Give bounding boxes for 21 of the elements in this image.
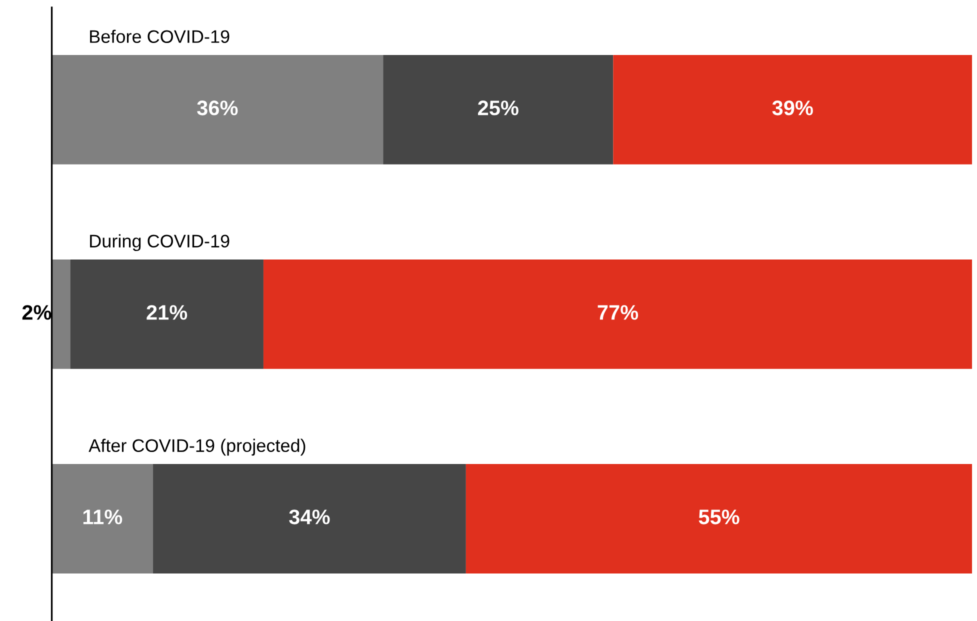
data-label: 11% (83, 510, 122, 524)
bar (52, 55, 384, 164)
y-tick-label: Before COVID-19 (90, 30, 230, 43)
bar (70, 260, 264, 369)
data-label: 25% (478, 100, 518, 116)
y-tick-label: During COVID-19 (90, 234, 230, 252)
data-label: 77% (598, 305, 638, 320)
bar (52, 260, 70, 369)
bar (466, 464, 972, 574)
bar (153, 464, 466, 574)
data-label: 34% (289, 510, 330, 524)
bar (613, 55, 972, 164)
bar (52, 464, 154, 574)
data-label: 21% (146, 305, 188, 320)
data-label: 55% (698, 510, 740, 524)
bar (383, 55, 614, 164)
data-label: 2% (22, 305, 52, 320)
y-tick-label: After COVID-19 (projected) (88, 438, 306, 456)
data-label: 36% (197, 100, 238, 116)
bar (263, 260, 972, 369)
data-label: 39% (772, 100, 813, 116)
